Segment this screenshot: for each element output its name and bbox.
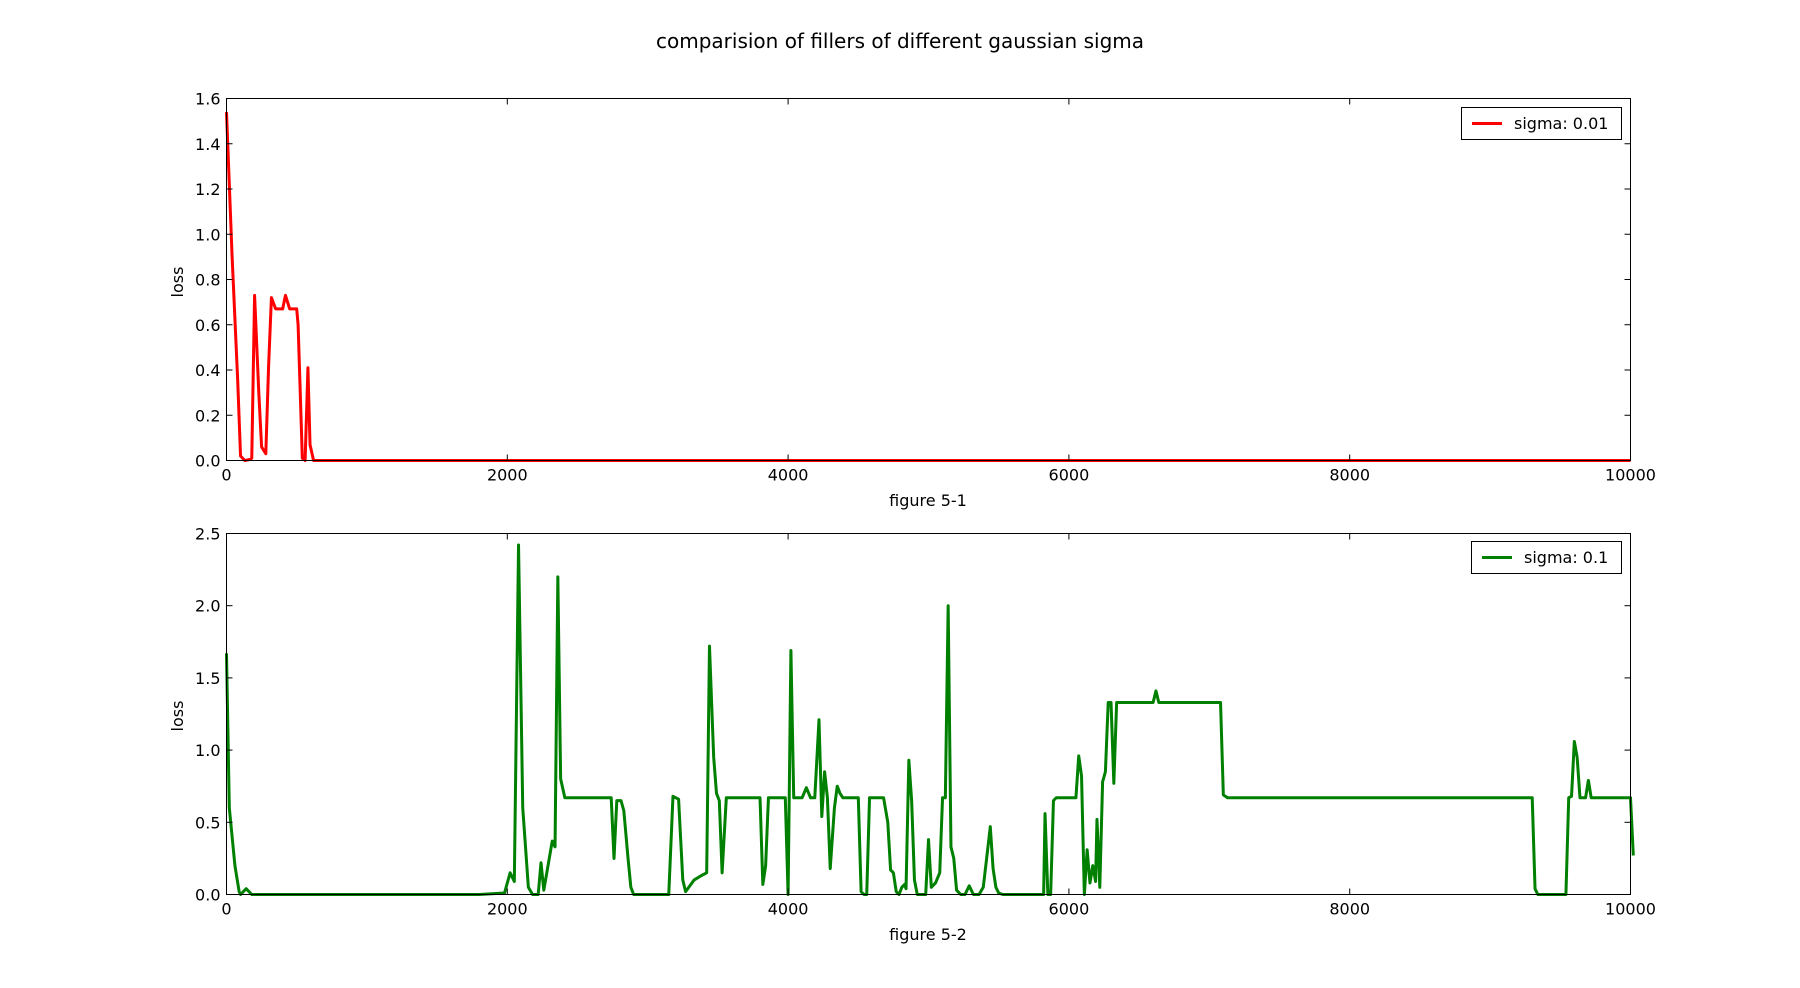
ticks-layer: 0 2000 4000 6000 8000 10000 0.0 0.2 0.4 0.6 0.8 1.0… bbox=[195, 90, 1656, 485]
x-tick-label: 6000 bbox=[1049, 466, 1090, 485]
legend: sigma: 0.1 bbox=[1471, 541, 1622, 574]
y-tick-label: 0.4 bbox=[195, 361, 220, 380]
x-tick-label: 4000 bbox=[768, 900, 809, 919]
ticks-layer: 0 2000 4000 6000 8000 10000 0.0 0.5 1.0 1.5 2.0 2.5 bbox=[195, 525, 1656, 919]
x-tick-label: 2000 bbox=[487, 900, 528, 919]
y-tick-label: 1.2 bbox=[195, 180, 220, 199]
y-tick-label: 0.8 bbox=[195, 271, 220, 290]
x-tick-label: 0 bbox=[221, 900, 231, 919]
y-tick-label: 1.6 bbox=[195, 90, 220, 109]
series-layer bbox=[225, 112, 1631, 462]
y-tick-label: 1.0 bbox=[195, 741, 220, 760]
figure-title: comparision of fillers of different gaus… bbox=[656, 29, 1144, 53]
y-tick-label: 0.0 bbox=[195, 886, 220, 905]
y-tick-label: 0.2 bbox=[195, 406, 220, 425]
x-tick-label: 4000 bbox=[768, 466, 809, 485]
series-layer bbox=[225, 543, 1635, 896]
legend: sigma: 0.01 bbox=[1461, 107, 1622, 140]
legend-label-sigma-0-01: sigma: 0.01 bbox=[1514, 114, 1608, 133]
x-tick-label: 8000 bbox=[1329, 466, 1370, 485]
legend-label-sigma-0-1: sigma: 0.1 bbox=[1524, 548, 1608, 567]
y-axis-label: loss bbox=[168, 267, 187, 298]
y-tick-label: 0.6 bbox=[195, 316, 220, 335]
y-tick-label: 1.0 bbox=[195, 225, 220, 244]
series-line-sigma-0-01 bbox=[225, 112, 1631, 462]
plot-figure-5-2: 0 2000 4000 6000 8000 10000 0.0 0.5 1.0 1.5 2.0 2.5… bbox=[168, 525, 1656, 945]
y-tick-label: 0.5 bbox=[195, 813, 220, 832]
y-tick-label: 2.5 bbox=[195, 525, 220, 544]
x-tick-label: 6000 bbox=[1049, 900, 1090, 919]
y-tick-label: 2.0 bbox=[195, 597, 220, 616]
x-tick-label: 10000 bbox=[1605, 466, 1656, 485]
plot-frame bbox=[226, 533, 1631, 895]
plot-frame bbox=[226, 98, 1631, 461]
x-tick-label: 10000 bbox=[1605, 900, 1656, 919]
x-tick-label: 2000 bbox=[487, 466, 528, 485]
y-axis-label: loss bbox=[168, 701, 187, 732]
x-axis-label: figure 5-2 bbox=[889, 925, 967, 944]
x-tick-label: 0 bbox=[221, 466, 231, 485]
y-tick-label: 1.5 bbox=[195, 669, 220, 688]
x-axis-label: figure 5-1 bbox=[889, 491, 967, 510]
y-tick-label: 0.0 bbox=[195, 452, 220, 471]
series-line-sigma-0-1 bbox=[225, 543, 1635, 896]
plot-figure-5-1: 0 2000 4000 6000 8000 10000 0.0 0.2 0.4 0.6 0.8 1.0… bbox=[168, 90, 1656, 511]
x-tick-label: 8000 bbox=[1329, 900, 1370, 919]
y-tick-label: 1.4 bbox=[195, 135, 220, 154]
